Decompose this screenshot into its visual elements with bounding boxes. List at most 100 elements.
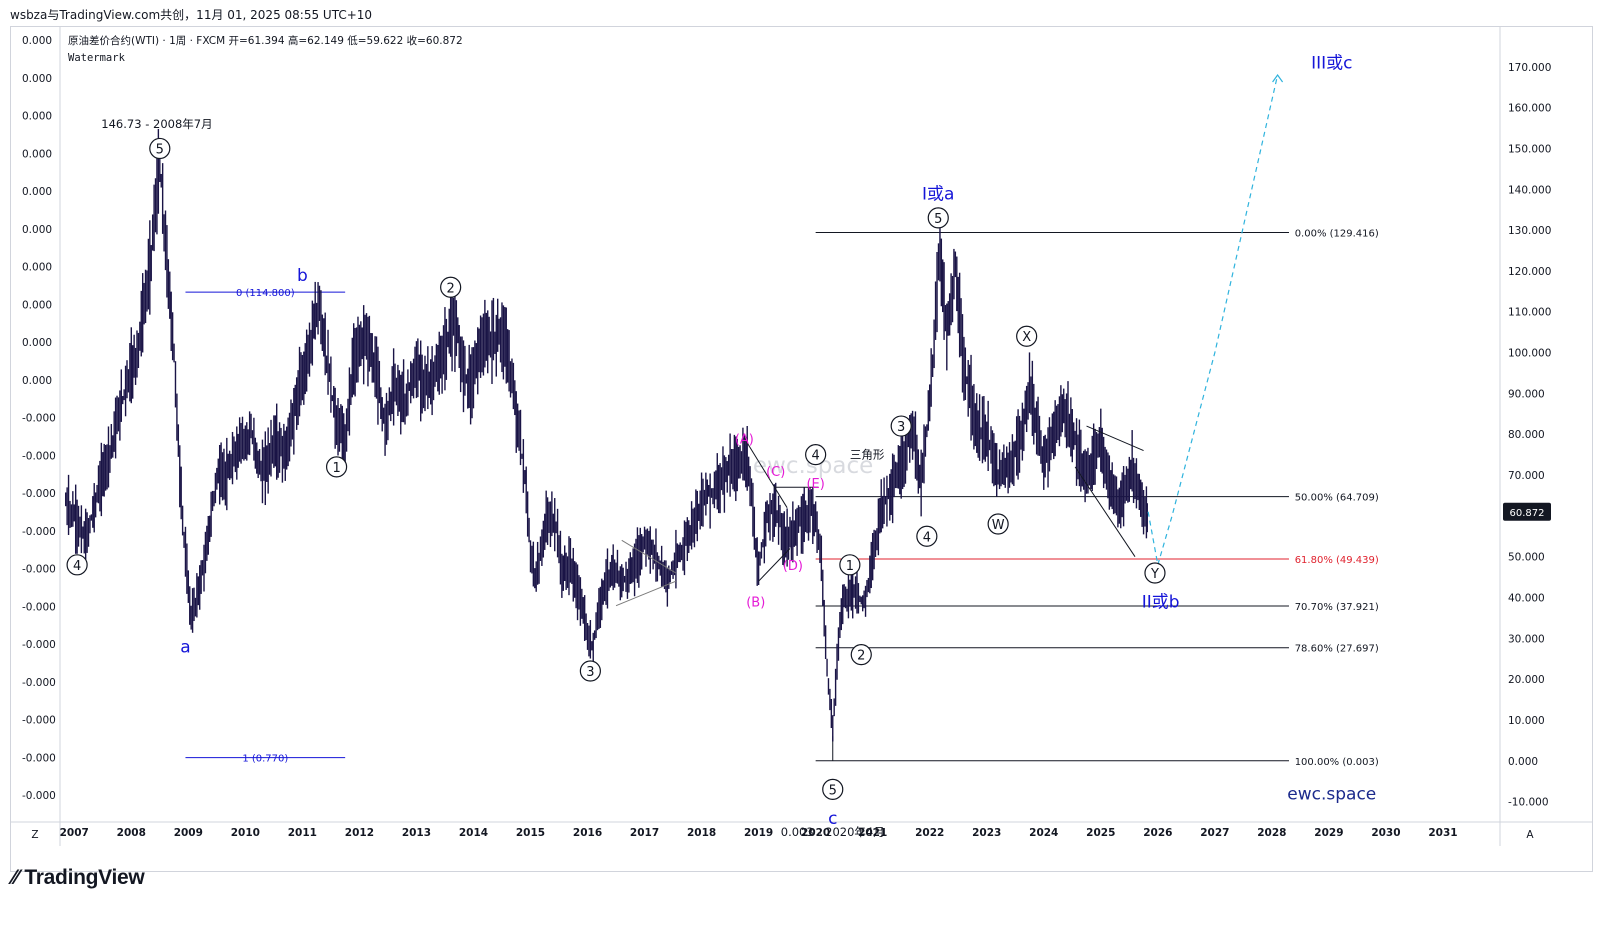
y-tick-label: 50.000: [1508, 552, 1545, 564]
axis-corner-right: A: [1526, 829, 1534, 841]
tradingview-logo[interactable]: ⁄⁄ TradingView: [12, 866, 145, 890]
left-axis-label: 0.000: [22, 375, 52, 387]
blue-wave-label: c: [828, 809, 837, 829]
wave-label: 1: [332, 461, 340, 476]
x-tick-label: 2020: [801, 827, 830, 839]
y-tick-label: 20.000: [1508, 674, 1545, 686]
left-axis-label: 0.000: [22, 73, 52, 85]
y-tick-label: 110.000: [1508, 307, 1551, 319]
x-tick-label: 2007: [60, 827, 89, 839]
projection-path: [1147, 74, 1279, 565]
blue-wave-label: I或a: [922, 184, 954, 204]
y-tick-label: 170.000: [1508, 62, 1551, 74]
fib-level-label: 61.80% (49.439): [1295, 555, 1379, 566]
fib-level-label: 78.60% (27.697): [1295, 644, 1379, 655]
y-tick-label: 130.000: [1508, 225, 1551, 237]
wave-label: 2: [857, 649, 865, 664]
wedge-lower-line: [1074, 466, 1136, 557]
x-tick-label: 2019: [744, 827, 773, 839]
wave-label: 5: [934, 212, 942, 227]
wave-label-circle: [325, 456, 348, 478]
wave-label-circle: [890, 415, 912, 437]
abc-lower-line: [758, 548, 791, 582]
wave-label: X: [1022, 330, 1031, 345]
left-axis-label: -0.000: [22, 752, 56, 764]
wave-label-circle: [805, 444, 827, 466]
left-axis-label: -0.000: [22, 450, 56, 462]
x-tick-label: 2009: [174, 827, 203, 839]
candles-group: [65, 128, 1148, 742]
x-tick-label: 2031: [1428, 827, 1457, 839]
wave-label-circle: [579, 660, 601, 682]
projection-arrowhead: [1272, 73, 1284, 83]
y-tick-label: -10.000: [1508, 797, 1549, 809]
fib-level-label: 50.00% (64.709): [1295, 493, 1379, 504]
wave-label: 5: [829, 783, 837, 798]
wave-label: 1: [846, 559, 854, 574]
x-tick-label: 2030: [1371, 827, 1400, 839]
x-tick-label: 2008: [117, 827, 146, 839]
tradingview-mark-icon: ⁄⁄: [12, 866, 19, 889]
x-tick-label: 2017: [630, 827, 659, 839]
watermark-label: Watermark: [68, 52, 126, 64]
pink-wave-label: (C): [766, 465, 785, 480]
wave-label-circle: [987, 513, 1009, 535]
left-axis-label: 0.000: [22, 186, 52, 198]
annotation-note: 0.003 - 2020年4月: [781, 825, 885, 839]
x-tick-label: 2014: [459, 827, 488, 839]
y-tick-label: 100.000: [1508, 348, 1551, 360]
wave-label: W: [992, 518, 1005, 533]
y-tick-label: 40.000: [1508, 592, 1545, 604]
left-axis-label: 0.000: [22, 148, 52, 160]
pink-wave-label: (D): [783, 559, 803, 574]
blue-wave-label: b: [297, 266, 308, 286]
annotation-note: 三角形: [850, 448, 885, 462]
wave-label: 3: [586, 665, 594, 680]
axis-corner-left: Z: [31, 829, 38, 841]
fib-level-label: 100.00% (0.003): [1295, 757, 1379, 768]
triangle-lower-line: [615, 580, 677, 607]
wave-label: 5: [156, 142, 164, 157]
y-tick-label: 150.000: [1508, 143, 1551, 155]
x-tick-label: 2023: [972, 827, 1001, 839]
y-tick-label: 160.000: [1508, 103, 1551, 115]
x-tick-label: 2026: [1143, 827, 1172, 839]
x-tick-label: 2015: [516, 827, 545, 839]
y-tick-label: 70.000: [1508, 470, 1545, 482]
x-tick-label: 2028: [1257, 827, 1286, 839]
x-tick-label: 2021: [858, 827, 887, 839]
wave-label: 4: [812, 449, 820, 464]
wave-label-circle: [1144, 562, 1166, 584]
left-axis-label: -0.000: [22, 639, 56, 651]
wave-label: Y: [1150, 567, 1159, 582]
x-tick-label: 2016: [573, 827, 602, 839]
pink-wave-label: (A): [735, 432, 754, 447]
left-axis-label: 0.000: [22, 337, 52, 349]
pink-wave-label: (E): [806, 477, 824, 492]
x-tick-label: 2011: [288, 827, 317, 839]
left-axis-label: 0.000: [22, 111, 52, 123]
y-tick-label: 80.000: [1508, 429, 1545, 441]
wave-label-circle: [149, 137, 171, 160]
left-axis-label: -0.000: [22, 601, 56, 613]
chart-attribution: wsbza与TradingView.com共创，11月 01, 2025 08:…: [10, 8, 373, 22]
wave-label-circle: [66, 554, 88, 576]
chart-frame: [10, 26, 1593, 872]
symbol-info-line: 原油差价合约(WTI) · 1周 · FXCM 开=61.394 高=62.14…: [68, 34, 463, 47]
y-tick-label: 10.000: [1508, 715, 1545, 727]
x-tick-label: 2027: [1200, 827, 1229, 839]
blue-fib-label: 0 (114.800): [236, 288, 295, 299]
wave-label: 4: [73, 559, 81, 574]
left-axis-label: -0.000: [22, 677, 56, 689]
triangle-upper-line: [621, 539, 677, 574]
fib-level-label: 0.00% (129.416): [1295, 228, 1379, 239]
blue-wave-label: III或c: [1311, 54, 1352, 74]
y-tick-label: 140.000: [1508, 184, 1551, 196]
wave-label-circle: [916, 525, 938, 547]
left-axis-label: 0.000: [22, 224, 52, 236]
blue-wave-label: II或b: [1142, 593, 1180, 613]
left-axis-label: -0.000: [22, 790, 56, 802]
y-tick-label: 120.000: [1508, 266, 1551, 278]
left-axis-label: -0.000: [22, 413, 56, 425]
